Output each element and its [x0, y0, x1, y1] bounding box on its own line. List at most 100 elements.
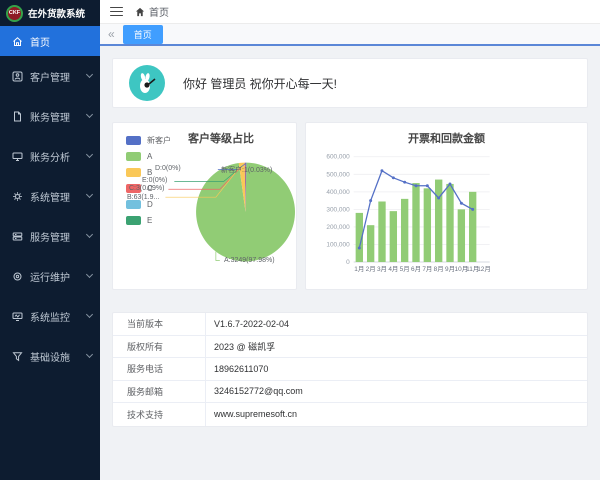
sidebar-item-label: 首页 — [30, 37, 50, 49]
chevron-down-icon — [85, 310, 94, 319]
table-row: 服务邮箱 3246152772@qq.com — [113, 380, 587, 403]
legend-swatch — [126, 199, 141, 209]
pie-chart[interactable] — [113, 123, 296, 289]
svg-text:7月: 7月 — [422, 265, 432, 273]
pie-label-c: C:3(0.09%) — [129, 185, 165, 192]
svg-text:4月: 4月 — [388, 265, 398, 273]
legend-label: B — [147, 167, 153, 177]
info-value: 18962611070 — [205, 358, 587, 380]
sidebar-item-services[interactable]: 服务管理 — [0, 216, 100, 256]
chevron-down-icon — [85, 110, 94, 119]
greeting-card: 你好 管理员 祝你开心每一天! — [112, 58, 588, 108]
sidebar-item-label: 系统管理 — [30, 192, 70, 204]
sidebar-item-system[interactable]: 系统管理 — [0, 176, 100, 216]
sidebar-item-label: 账务分析 — [30, 152, 70, 164]
sidebar-item-label: 服务管理 — [30, 232, 70, 244]
user-icon — [12, 71, 23, 82]
sidebar-item-analysis[interactable]: 账务分析 — [0, 136, 100, 176]
legend-label: A — [147, 151, 153, 161]
sidebar-item-customers[interactable]: 客户管理 — [0, 56, 100, 96]
charts-row: 客户等级占比 新客户 A B — [112, 122, 588, 290]
chevron-down-icon — [85, 150, 94, 159]
svg-text:12月: 12月 — [477, 265, 491, 273]
table-row: 当前版本 V1.6.7-2022-02-04 — [113, 313, 587, 336]
pie-label-b: B:63(1.9... — [127, 194, 160, 201]
svg-text:200,000: 200,000 — [326, 224, 350, 231]
breadcrumb[interactable]: 首页 — [135, 4, 169, 19]
info-value: www.supremesoft.cn — [205, 403, 587, 426]
app-logo-row: CKF 在外货款系统 — [0, 0, 100, 26]
svg-text:300,000: 300,000 — [326, 206, 350, 213]
info-value: V1.6.7-2022-02-04 — [205, 313, 587, 335]
app-title: 在外货款系统 — [28, 9, 86, 20]
info-value: 3246152772@qq.com — [205, 380, 587, 402]
sidebar: CKF 在外货款系统 首页 客户管理 账务管理 — [0, 0, 100, 480]
sidebar-menu: 首页 客户管理 账务管理 账务分析 — [0, 26, 100, 480]
gear-icon — [12, 191, 23, 202]
sidebar-item-infrastructure[interactable]: 基础设施 — [0, 336, 100, 376]
legend-label: D — [147, 199, 153, 209]
tab-home[interactable]: 首页 — [122, 24, 163, 44]
svg-text:9月: 9月 — [445, 265, 455, 273]
info-label: 服务邮箱 — [127, 386, 164, 397]
bar-line-chart[interactable]: 600,000 500,000 400,000 300,000 200,000 100,0… — [306, 123, 587, 290]
sidebar-item-label: 系统监控 — [30, 312, 70, 324]
home-icon — [12, 36, 23, 47]
svg-text:1月: 1月 — [354, 265, 364, 273]
legend-label: E — [147, 215, 153, 225]
info-label: 服务电话 — [127, 364, 164, 375]
sidebar-item-label: 客户管理 — [30, 72, 70, 84]
topbar: 首页 — [100, 0, 600, 24]
table-row: 服务电话 18962611070 — [113, 358, 587, 381]
server-icon — [12, 231, 23, 242]
svg-text:400,000: 400,000 — [326, 189, 350, 196]
legend-item-e[interactable]: E — [126, 212, 171, 228]
collapse-tabs-icon[interactable]: « — [108, 27, 115, 41]
legend-swatch — [126, 183, 141, 193]
svg-text:6月: 6月 — [411, 265, 421, 273]
legend-item-b[interactable]: B — [126, 164, 171, 180]
svg-text:100,000: 100,000 — [326, 241, 350, 248]
legend-swatch — [126, 151, 141, 161]
pie-label-a: A:3249(97.98%) — [224, 257, 275, 264]
sidebar-item-monitoring[interactable]: 系统监控 — [0, 296, 100, 336]
greeting-text: 你好 管理员 祝你开心每一天! — [183, 76, 338, 91]
invoice-payment-bar-card: 开票和回款金额 600,000 500,000 400,000 300,000 200,… — [305, 122, 588, 290]
monitor-icon — [12, 151, 23, 162]
svg-text:5月: 5月 — [400, 265, 410, 273]
pie-label-d: D:0(0%) — [155, 165, 181, 172]
legend-item-c[interactable]: C — [126, 180, 171, 196]
system-info-card: 当前版本 V1.6.7-2022-02-04 版权所有 2023 @ 磁凯孚 服… — [112, 312, 588, 427]
legend-item-new-customer[interactable]: 新客户 — [126, 132, 171, 148]
tab-bar: « 首页 — [100, 24, 600, 46]
legend-item-a[interactable]: A — [126, 148, 171, 164]
info-label: 版权所有 — [127, 341, 164, 352]
svg-text:10月: 10月 — [455, 265, 469, 273]
info-label: 当前版本 — [127, 319, 164, 330]
bar-chart-title: 开票和回款金额 — [408, 133, 485, 145]
chevron-down-icon — [85, 230, 94, 239]
hamburger-menu-icon[interactable] — [110, 6, 123, 17]
legend-swatch — [126, 135, 141, 145]
sidebar-item-home[interactable]: 首页 — [0, 26, 100, 56]
app-logo-icon: CKF — [6, 4, 23, 22]
sidebar-item-accounting[interactable]: 账务管理 — [0, 96, 100, 136]
legend-swatch — [126, 167, 141, 177]
legend-label: C — [147, 183, 153, 193]
svg-text:600,000: 600,000 — [326, 154, 350, 161]
pie-label-new-customer: 新客户:1(0.03%) — [221, 167, 273, 174]
sidebar-item-label: 运行维护 — [30, 272, 70, 284]
mascot-icon — [140, 73, 156, 93]
pie-legend: 新客户 A B C — [126, 132, 171, 228]
svg-text:3月: 3月 — [377, 265, 387, 273]
svg-text:500,000: 500,000 — [326, 171, 350, 178]
avatar — [129, 65, 165, 101]
svg-text:11月: 11月 — [466, 265, 479, 273]
funnel-icon — [12, 351, 23, 362]
legend-item-d[interactable]: D — [126, 196, 171, 212]
sidebar-item-operations[interactable]: 运行维护 — [0, 256, 100, 296]
table-row: 技术支持 www.supremesoft.cn — [113, 403, 587, 426]
info-label: 技术支持 — [127, 409, 164, 420]
sidebar-item-label: 账务管理 — [30, 112, 70, 124]
breadcrumb-home-label: 首页 — [149, 8, 169, 19]
